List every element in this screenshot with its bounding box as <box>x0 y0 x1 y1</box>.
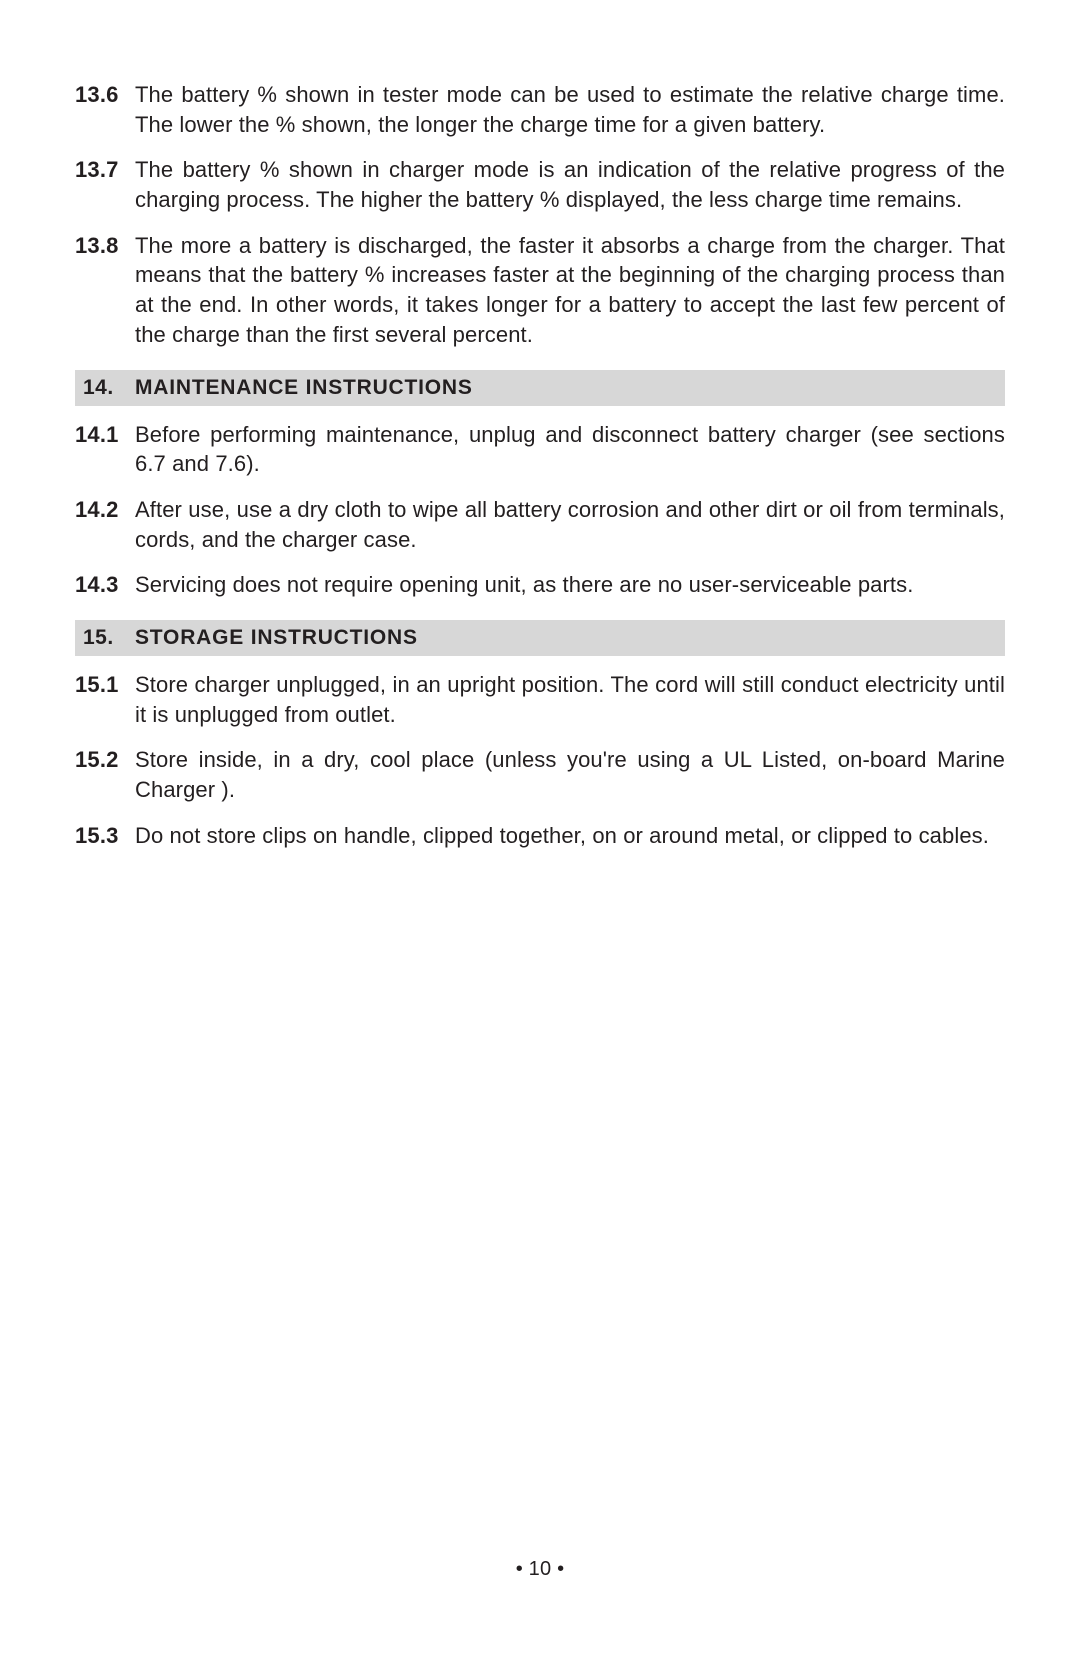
section-title: STORAGE INSTRUCTIONS <box>135 626 418 650</box>
item-text: Before performing maintenance, unplug an… <box>135 420 1005 479</box>
item-text: Do not store clips on handle, clipped to… <box>135 821 1005 851</box>
item-text: Store charger unplugged, in an upright p… <box>135 670 1005 729</box>
page-number: • 10 • <box>0 1558 1080 1581</box>
item-number: 15.3 <box>75 821 135 851</box>
section-title: MAINTENANCE INSTRUCTIONS <box>135 376 473 400</box>
item-number: 13.7 <box>75 155 135 214</box>
item-number: 13.6 <box>75 80 135 139</box>
item-number: 15.2 <box>75 745 135 804</box>
item-text: The battery % shown in charger mode is a… <box>135 155 1005 214</box>
item-text: Servicing does not require opening unit,… <box>135 570 1005 600</box>
item-text: The battery % shown in tester mode can b… <box>135 80 1005 139</box>
item-number: 14.3 <box>75 570 135 600</box>
section-number: 14. <box>83 376 135 400</box>
item-text: After use, use a dry cloth to wipe all b… <box>135 495 1005 554</box>
list-item: 14.2 After use, use a dry cloth to wipe … <box>75 495 1005 554</box>
list-item: 13.8 The more a battery is discharged, t… <box>75 231 1005 350</box>
item-text: Store inside, in a dry, cool place (unle… <box>135 745 1005 804</box>
section-header-storage: 15. STORAGE INSTRUCTIONS <box>75 620 1005 656</box>
list-item: 13.6 The battery % shown in tester mode … <box>75 80 1005 139</box>
item-number: 13.8 <box>75 231 135 350</box>
list-item: 14.3 Servicing does not require opening … <box>75 570 1005 600</box>
list-item: 15.3 Do not store clips on handle, clipp… <box>75 821 1005 851</box>
item-number: 14.1 <box>75 420 135 479</box>
list-item: 15.1 Store charger unplugged, in an upri… <box>75 670 1005 729</box>
list-item: 15.2 Store inside, in a dry, cool place … <box>75 745 1005 804</box>
list-item: 14.1 Before performing maintenance, unpl… <box>75 420 1005 479</box>
item-number: 14.2 <box>75 495 135 554</box>
page-content: 13.6 The battery % shown in tester mode … <box>0 0 1080 850</box>
item-text: The more a battery is discharged, the fa… <box>135 231 1005 350</box>
section-number: 15. <box>83 626 135 650</box>
item-number: 15.1 <box>75 670 135 729</box>
section-header-maintenance: 14. MAINTENANCE INSTRUCTIONS <box>75 370 1005 406</box>
list-item: 13.7 The battery % shown in charger mode… <box>75 155 1005 214</box>
